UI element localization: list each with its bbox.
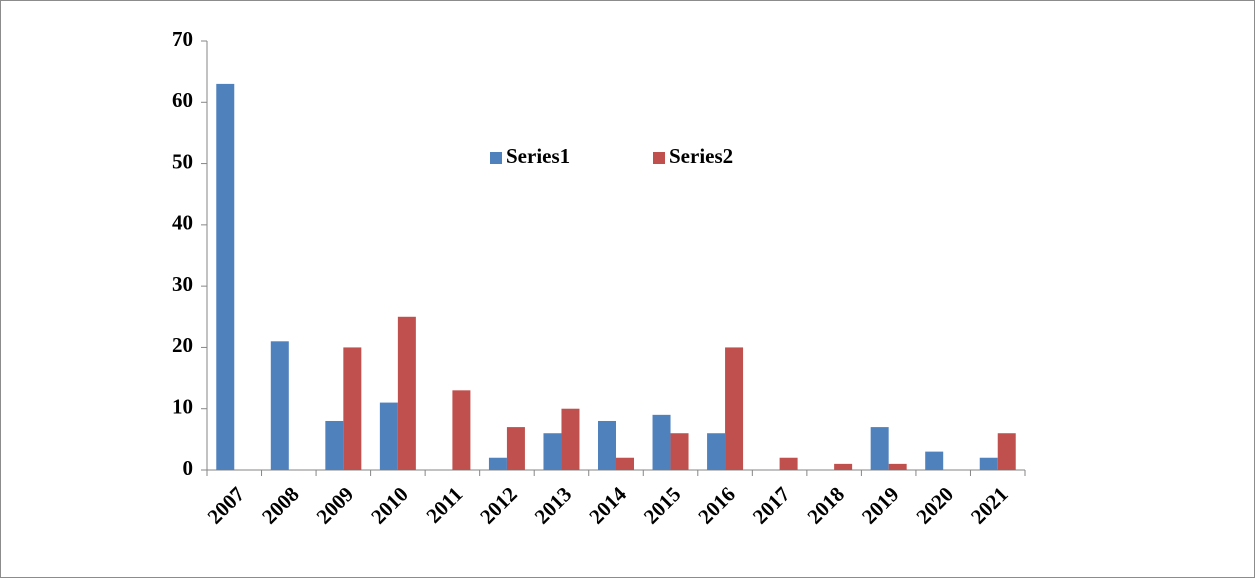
bar (506, 427, 525, 470)
bar (598, 420, 616, 470)
y-tick-label: 40 (172, 211, 193, 235)
bar (343, 347, 362, 470)
bar (725, 347, 744, 470)
bar (452, 390, 471, 470)
bar (488, 457, 507, 470)
bar (870, 427, 889, 470)
y-tick-label: 20 (172, 333, 193, 357)
legend-label: Series2 (669, 144, 733, 168)
bar (925, 451, 944, 470)
legend-swatch (490, 152, 502, 164)
bar (779, 457, 798, 470)
bar (561, 408, 580, 470)
bar (670, 433, 689, 470)
bar (652, 414, 671, 470)
bar (707, 433, 726, 470)
bar (888, 463, 907, 470)
bar (270, 341, 289, 470)
legend-swatch (653, 152, 665, 164)
bar (834, 463, 853, 470)
y-tick-label: 60 (172, 88, 193, 112)
legend-label: Series1 (506, 144, 570, 168)
bar (997, 433, 1016, 470)
y-tick-label: 50 (172, 149, 193, 173)
y-tick-label: 10 (172, 395, 193, 419)
bar (325, 420, 344, 470)
bar (397, 316, 416, 470)
y-tick-label: 70 (172, 27, 193, 51)
y-tick-label: 30 (172, 272, 193, 296)
bar (979, 457, 998, 470)
bar (216, 83, 235, 471)
bar (543, 433, 562, 470)
bar (616, 457, 634, 470)
bar (379, 402, 398, 470)
y-tick-label: 0 (183, 456, 194, 480)
